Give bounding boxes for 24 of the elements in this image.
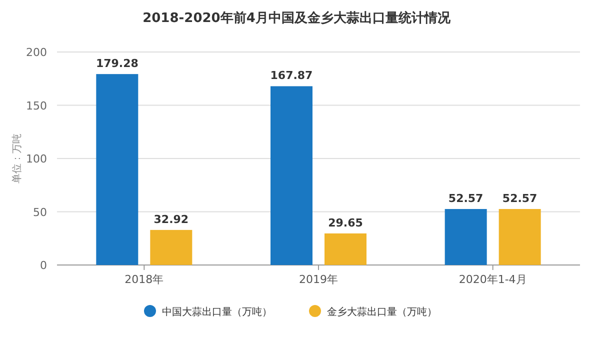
y-tick-label: 150 bbox=[26, 99, 47, 112]
y-tick-label: 100 bbox=[26, 152, 47, 166]
chart-title: 2018-2020年前4月中国及金乡大蒜出口量统计情况 bbox=[142, 10, 452, 26]
bar bbox=[270, 86, 312, 265]
x-tick-label: 2018年 bbox=[124, 273, 164, 286]
bar bbox=[150, 230, 192, 265]
legend-label: 金乡大蒜出口量（万吨） bbox=[327, 306, 437, 318]
y-tick-label: 200 bbox=[26, 46, 47, 59]
data-label: 167.87 bbox=[270, 69, 313, 82]
y-tick-label: 0 bbox=[40, 259, 47, 272]
y-tick-label: 50 bbox=[33, 206, 47, 219]
legend-label: 中国大蒜出口量（万吨） bbox=[162, 306, 272, 318]
data-label: 29.65 bbox=[328, 216, 363, 230]
data-label: 52.57 bbox=[502, 192, 538, 206]
bar bbox=[444, 209, 487, 265]
x-tick-label: 2020年1-4月 bbox=[458, 273, 527, 286]
data-label: 32.92 bbox=[154, 212, 189, 226]
data-label: 52.57 bbox=[448, 192, 484, 206]
x-tick-label: 2019年 bbox=[299, 273, 338, 286]
data-label: 179.28 bbox=[96, 57, 138, 70]
bar bbox=[324, 233, 366, 265]
bar bbox=[96, 74, 138, 265]
bar bbox=[498, 209, 541, 265]
y-axis-title: 单位：万吨 bbox=[11, 134, 23, 184]
